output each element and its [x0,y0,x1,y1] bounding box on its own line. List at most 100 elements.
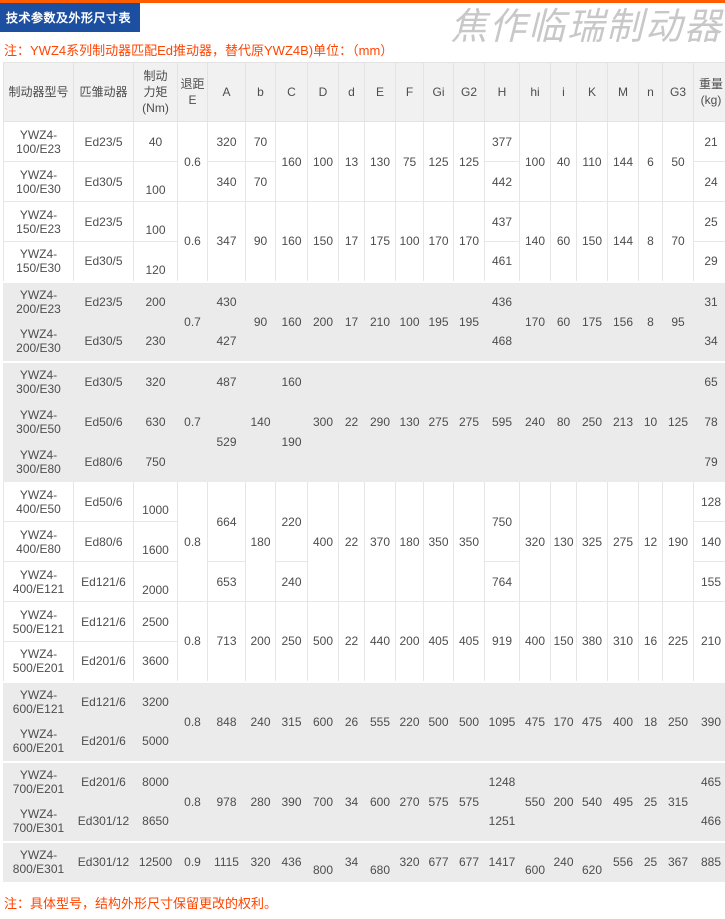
model-cell: YWZ4- 150/E30 [3,241,74,282]
table-cell: 653 [207,561,246,602]
table-cell: 130 [395,361,424,482]
table-cell: 170 [550,681,577,762]
table-cell: 31 [693,281,725,322]
table-cell: 764 [484,561,520,602]
column-header: G3 [662,62,694,122]
table-cell: Ed50/6 [73,401,134,442]
table-cell: 713 [207,601,246,682]
table-cell: 350 [423,481,454,602]
table-cell: 195 [423,281,454,362]
table-cell: 0.8 [177,681,208,762]
table-row: YWZ4- 700/E201 Ed201/6 8000 0.8 978 280 390 700… [3,761,725,842]
table-cell: 34 [338,841,365,882]
table-cell: 130 [364,121,396,202]
table-cell: 919 [484,601,520,682]
table-cell: Ed201/6 [73,641,134,682]
table-cell: 400 [307,481,339,602]
table-cell: 310 [607,601,639,682]
page-title: 技术参数及外形尺寸表 [0,3,141,32]
column-header: A [207,62,246,122]
table-cell: Ed301/12 [73,841,134,882]
table-cell: 1417 [484,841,520,882]
table-cell: 150 [307,201,339,282]
table-row: YWZ4- 400/E50 Ed50/6 1000 0.8 664 180 220 400 22… [3,481,725,602]
band-ywz4-400: YWZ4- 400/E50 Ed50/6 1000 0.8 664 180 220 400 22… [3,481,725,602]
table-cell: 0.8 [177,761,208,842]
table-cell: 210 [364,281,396,362]
table-cell: Ed50/6 [73,481,134,522]
table-row: YWZ4- 200/E23 Ed23/5 200 0.7 430 90 160 200 17 21… [3,281,725,362]
table-cell: Ed80/6 [73,521,134,562]
table-cell: 70 [245,121,276,162]
model-cell: YWZ4- 600/E121 [3,681,74,722]
table-cell: 978 [207,761,246,842]
table-cell: 0.8 [177,601,208,682]
table-cell: 400 [607,681,639,762]
table-cell: 100 [133,161,178,202]
table-cell: 26 [338,681,365,762]
table-cell: 436 [275,841,308,882]
table-cell: 380 [576,601,608,682]
table-cell: 225 [662,601,694,682]
model-cell: YWZ4- 300/E30 [3,361,74,402]
table-cell: 78 [693,401,725,442]
table-cell: 848 [207,681,246,762]
table-cell: 1115 [207,841,246,882]
column-header: H [484,62,520,122]
table-cell: 25 [693,201,725,242]
table-row: YWZ4- 150/E30 Ed30/5 120 461 29 [3,241,725,282]
table-cell: 270 [395,761,424,842]
table-cell: 275 [607,481,639,602]
table-cell: 60 [550,281,577,362]
table-cell: 8000 [133,761,178,802]
table-cell: 0.6 [177,201,208,282]
table-cell: 70 [662,201,694,282]
table-cell: 160 [275,201,308,282]
table-cell: 144 [607,121,639,202]
table-cell: 230 [133,321,178,362]
table-cell: 22 [338,481,365,602]
model-cell: YWZ4- 200/E30 [3,321,74,362]
table-cell: 100 [395,201,424,282]
table-cell: 12500 [133,841,178,882]
table-cell: 220 [395,681,424,762]
model-cell: YWZ4- 500/E201 [3,641,74,682]
table-cell: 240 [519,361,551,482]
model-cell: YWZ4- 400/E50 [3,481,74,522]
table-cell: 475 [576,681,608,762]
table-cell: 750 [133,441,178,482]
table-cell: 22 [338,601,365,682]
table-cell: 180 [245,481,276,602]
table-cell: 315 [275,681,308,762]
band-ywz4-800: YWZ4- 800/E301 Ed301/12 12500 0.9 1115 320 436… [3,841,725,882]
table-cell: 40 [133,121,178,162]
table-cell: Ed121/6 [73,601,134,642]
table-cell: 175 [576,281,608,362]
table-cell: 405 [453,601,485,682]
table-cell: 500 [307,601,339,682]
table-cell: 60 [550,201,577,282]
table-cell: 175 [364,201,396,282]
table-cell: 487 [207,361,246,402]
table-cell: 17 [338,201,365,282]
table-cell: 550 [519,761,551,842]
table-cell: 3600 [133,641,178,682]
table-cell: 200 [245,601,276,682]
table-cell: 24 [693,161,725,202]
table-cell: Ed80/6 [73,441,134,482]
table-row: YWZ4- 700/E301 Ed301/12 8650 1251 466 [3,801,725,842]
table-cell: 575 [423,761,454,842]
table-cell: 125 [453,121,485,202]
table-cell: 240 [275,561,308,602]
table-cell: 0.7 [177,361,208,482]
table-cell: 1248 [484,761,520,802]
table-row: YWZ4- 400/E121 Ed121/6 2000 653 240 764 155 [3,561,725,602]
table-cell: 347 [207,201,246,282]
table-cell: 125 [423,121,454,202]
table-cell: 120 [133,241,178,282]
table-cell: 595 [484,361,520,482]
table-cell: 275 [423,361,454,482]
table-cell: 315 [662,761,694,842]
column-header: K [576,62,608,122]
table-cell: 750 [484,481,520,562]
